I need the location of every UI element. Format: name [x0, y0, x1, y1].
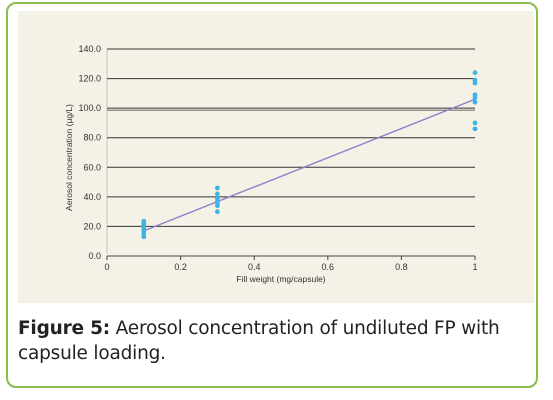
data-point	[472, 99, 478, 105]
x-tick-label: 0	[104, 262, 109, 272]
y-tick-label: 120.0	[78, 74, 101, 84]
data-point	[472, 126, 478, 132]
data-point	[215, 209, 220, 215]
data-point	[215, 195, 220, 201]
caption-text: Aerosol concentration of undiluted FP wi…	[18, 318, 500, 364]
x-tick-label: 1	[472, 262, 477, 272]
data-point	[472, 77, 478, 83]
data-point	[472, 120, 478, 126]
y-tick-label: 0.0	[88, 251, 101, 261]
x-tick-label: 0.6	[322, 262, 335, 272]
tick-labels: 0.0 20.0 40.0 60.0 80.0 100.0 120.0 140.0 0 0.2 0.…	[78, 44, 477, 272]
y-tick-label: 140.0	[78, 44, 101, 54]
trendline-layer	[143, 98, 476, 232]
x-axis-title: Fill weight (mg/capsule)	[236, 274, 325, 284]
y-tick-label: 80.0	[83, 133, 101, 143]
x-tick-label: 0.2	[174, 262, 187, 272]
data-point	[472, 92, 478, 98]
y-tick-label: 40.0	[83, 192, 101, 202]
caption-label: Figure 5:	[18, 318, 110, 339]
data-points	[141, 70, 478, 240]
gridlines	[107, 48, 475, 227]
data-point	[215, 185, 220, 191]
y-tick-label: 20.0	[83, 221, 101, 231]
data-point	[141, 218, 147, 224]
y-axis-title: Aerosol concentration (μg/L)	[64, 104, 74, 211]
y-tick-label: 60.0	[83, 162, 101, 172]
figure-caption: Figure 5: Aerosol concentration of undil…	[18, 316, 530, 366]
scatter-chart: 0.0 20.0 40.0 60.0 80.0 100.0 120.0 140.0 0 0.2 0.…	[64, 44, 478, 284]
data-point	[215, 191, 220, 197]
x-tick-label: 0.4	[248, 262, 261, 272]
figure-frame: 0.0 20.0 40.0 60.0 80.0 100.0 120.0 140.0 0 0.2 0.…	[6, 2, 538, 388]
data-point	[472, 70, 478, 76]
chart-area: 0.0 20.0 40.0 60.0 80.0 100.0 120.0 140.0 0 0.2 0.…	[18, 11, 534, 303]
y-tick-label: 100.0	[78, 103, 101, 113]
trendline	[143, 98, 476, 232]
axes	[106, 49, 476, 260]
x-tick-label: 0.8	[395, 262, 408, 272]
